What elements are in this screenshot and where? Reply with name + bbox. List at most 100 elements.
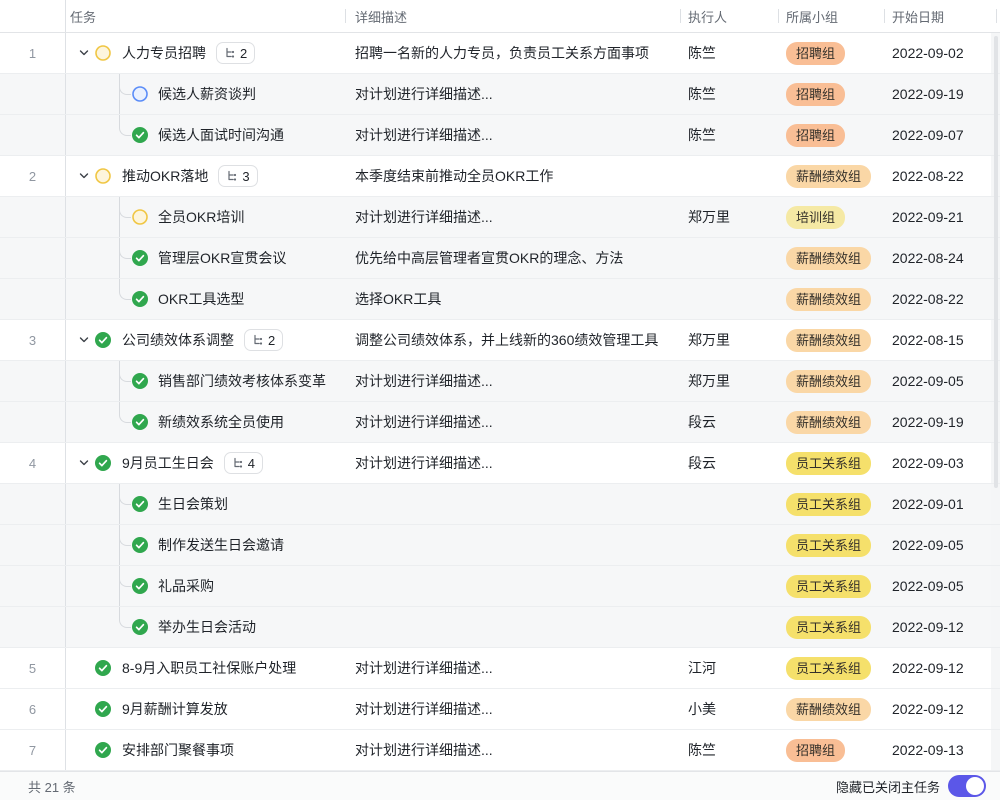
status-done-icon[interactable]: [95, 660, 111, 676]
description-cell[interactable]: 对计划进行详细描述...: [355, 127, 493, 143]
group-cell[interactable]: 员工关系组: [778, 648, 884, 688]
assignee-cell[interactable]: 段云: [688, 455, 716, 471]
group-cell[interactable]: 培训组: [778, 197, 884, 237]
task-cell[interactable]: 候选人薪资谈判: [66, 74, 345, 114]
status-done-icon[interactable]: [132, 373, 148, 389]
description-cell[interactable]: 对计划进行详细描述...: [355, 86, 493, 102]
date-cell[interactable]: 2022-09-07: [892, 127, 964, 143]
subtask-count-badge[interactable]: 4: [223, 452, 264, 474]
column-header-group[interactable]: 所属小组: [778, 0, 884, 32]
task-cell[interactable]: 公司绩效体系调整 2: [66, 320, 345, 360]
description-cell[interactable]: 选择OKR工具: [355, 291, 442, 307]
assignee-cell[interactable]: 陈竺: [688, 86, 716, 102]
table-row[interactable]: 销售部门绩效考核体系变革 对计划进行详细描述... 郑万里 薪酬绩效组 2022…: [0, 361, 1000, 402]
task-cell[interactable]: 管理层OKR宣贯会议: [66, 238, 345, 278]
status-done-icon[interactable]: [132, 414, 148, 430]
description-cell[interactable]: [345, 525, 680, 565]
table-row[interactable]: 2 推动OKR落地 3 本季度结束前推动全员OKR工作 薪酬绩效组 2022-0…: [0, 156, 1000, 197]
description-cell[interactable]: 对计划进行详细描述...: [355, 209, 493, 225]
task-cell[interactable]: 推动OKR落地 3: [66, 156, 345, 196]
status-done-icon[interactable]: [132, 127, 148, 143]
status-done-icon[interactable]: [95, 742, 111, 758]
task-cell[interactable]: 制作发送生日会邀请: [66, 525, 345, 565]
date-cell[interactable]: 2022-09-19: [892, 414, 964, 430]
group-cell[interactable]: 薪酬绩效组: [778, 361, 884, 401]
chevron-down-icon[interactable]: [78, 457, 90, 469]
group-cell[interactable]: 招聘组: [778, 33, 884, 73]
date-cell[interactable]: 2022-09-05: [892, 373, 964, 389]
table-row[interactable]: 1 人力专员招聘 2 招聘一名新的人力专员，负责员工关系方面事项 陈竺 招聘组 …: [0, 33, 1000, 74]
date-cell[interactable]: 2022-08-15: [892, 332, 964, 348]
date-cell[interactable]: 2022-09-12: [892, 660, 964, 676]
group-cell[interactable]: 薪酬绩效组: [778, 689, 884, 729]
description-cell[interactable]: [345, 566, 680, 606]
status-done-icon[interactable]: [132, 291, 148, 307]
description-cell[interactable]: 本季度结束前推动全员OKR工作: [355, 168, 554, 184]
task-cell[interactable]: OKR工具选型: [66, 279, 345, 319]
date-cell[interactable]: 2022-09-05: [892, 578, 964, 594]
table-row[interactable]: 3 公司绩效体系调整 2 调整公司绩效体系，并上线新的360绩效管理工具 郑万里…: [0, 320, 1000, 361]
status-inprogress-icon[interactable]: [95, 168, 111, 184]
chevron-down-icon[interactable]: [78, 47, 90, 59]
description-cell[interactable]: 对计划进行详细描述...: [355, 414, 493, 430]
column-header-assignee[interactable]: 执行人: [680, 0, 778, 32]
description-cell[interactable]: 对计划进行详细描述...: [355, 373, 493, 389]
assignee-cell[interactable]: 江河: [688, 660, 716, 676]
date-cell[interactable]: 2022-09-13: [892, 742, 964, 758]
task-cell[interactable]: 候选人面试时间沟通: [66, 115, 345, 155]
status-done-icon[interactable]: [132, 619, 148, 635]
group-cell[interactable]: 招聘组: [778, 74, 884, 114]
description-cell[interactable]: 对计划进行详细描述...: [355, 701, 493, 717]
group-cell[interactable]: 员工关系组: [778, 443, 884, 483]
group-cell[interactable]: 薪酬绩效组: [778, 238, 884, 278]
group-cell[interactable]: 薪酬绩效组: [778, 156, 884, 196]
table-row[interactable]: 全员OKR培训 对计划进行详细描述... 郑万里 培训组 2022-09-21: [0, 197, 1000, 238]
table-row[interactable]: 生日会策划 员工关系组 2022-09-01: [0, 484, 1000, 525]
assignee-cell[interactable]: 段云: [688, 414, 716, 430]
group-cell[interactable]: 员工关系组: [778, 484, 884, 524]
description-cell[interactable]: 对计划进行详细描述...: [355, 660, 493, 676]
description-cell[interactable]: 对计划进行详细描述...: [355, 742, 493, 758]
assignee-cell[interactable]: [680, 156, 778, 196]
status-done-icon[interactable]: [132, 250, 148, 266]
table-row[interactable]: 管理层OKR宣贯会议 优先给中高层管理者宣贯OKR的理念、方法 薪酬绩效组 20…: [0, 238, 1000, 279]
hide-closed-toggle[interactable]: [948, 775, 986, 797]
task-cell[interactable]: 安排部门聚餐事项: [66, 730, 345, 770]
task-cell[interactable]: 全员OKR培训: [66, 197, 345, 237]
status-todo-icon[interactable]: [132, 86, 148, 102]
subtask-count-badge[interactable]: 2: [244, 329, 284, 351]
group-cell[interactable]: 员工关系组: [778, 525, 884, 565]
task-cell[interactable]: 销售部门绩效考核体系变革: [66, 361, 345, 401]
subtask-count-badge[interactable]: 3: [218, 165, 258, 187]
task-cell[interactable]: 新绩效系统全员使用: [66, 402, 345, 442]
column-header-start-date[interactable]: 开始日期: [884, 0, 1000, 32]
date-cell[interactable]: 2022-08-22: [892, 291, 964, 307]
table-row[interactable]: 7 安排部门聚餐事项 对计划进行详细描述... 陈竺 招聘组 2022-09-1…: [0, 730, 1000, 771]
date-cell[interactable]: 2022-08-24: [892, 250, 964, 266]
task-cell[interactable]: 人力专员招聘 2: [66, 33, 345, 73]
status-done-icon[interactable]: [95, 455, 111, 471]
status-done-icon[interactable]: [132, 496, 148, 512]
date-cell[interactable]: 2022-09-03: [892, 455, 964, 471]
date-cell[interactable]: 2022-09-05: [892, 537, 964, 553]
task-cell[interactable]: 生日会策划: [66, 484, 345, 524]
task-cell[interactable]: 礼品采购: [66, 566, 345, 606]
date-cell[interactable]: 2022-09-19: [892, 86, 964, 102]
group-cell[interactable]: 招聘组: [778, 115, 884, 155]
status-done-icon[interactable]: [95, 332, 111, 348]
scrollbar-thumb[interactable]: [994, 36, 998, 488]
status-done-icon[interactable]: [95, 701, 111, 717]
group-cell[interactable]: 薪酬绩效组: [778, 402, 884, 442]
assignee-cell[interactable]: [680, 279, 778, 319]
assignee-cell[interactable]: [680, 238, 778, 278]
group-cell[interactable]: 员工关系组: [778, 566, 884, 606]
column-header-task[interactable]: 任务: [70, 9, 97, 25]
task-cell[interactable]: 9月员工生日会 4: [66, 443, 345, 483]
date-cell[interactable]: 2022-09-01: [892, 496, 964, 512]
table-row[interactable]: 举办生日会活动 员工关系组 2022-09-12: [0, 607, 1000, 648]
description-cell[interactable]: 招聘一名新的人力专员，负责员工关系方面事项: [355, 45, 649, 61]
group-cell[interactable]: 薪酬绩效组: [778, 320, 884, 360]
task-cell[interactable]: 8-9月入职员工社保账户处理: [66, 648, 345, 688]
table-row[interactable]: 5 8-9月入职员工社保账户处理 对计划进行详细描述... 江河 员工关系组 2…: [0, 648, 1000, 689]
chevron-down-icon[interactable]: [78, 170, 90, 182]
